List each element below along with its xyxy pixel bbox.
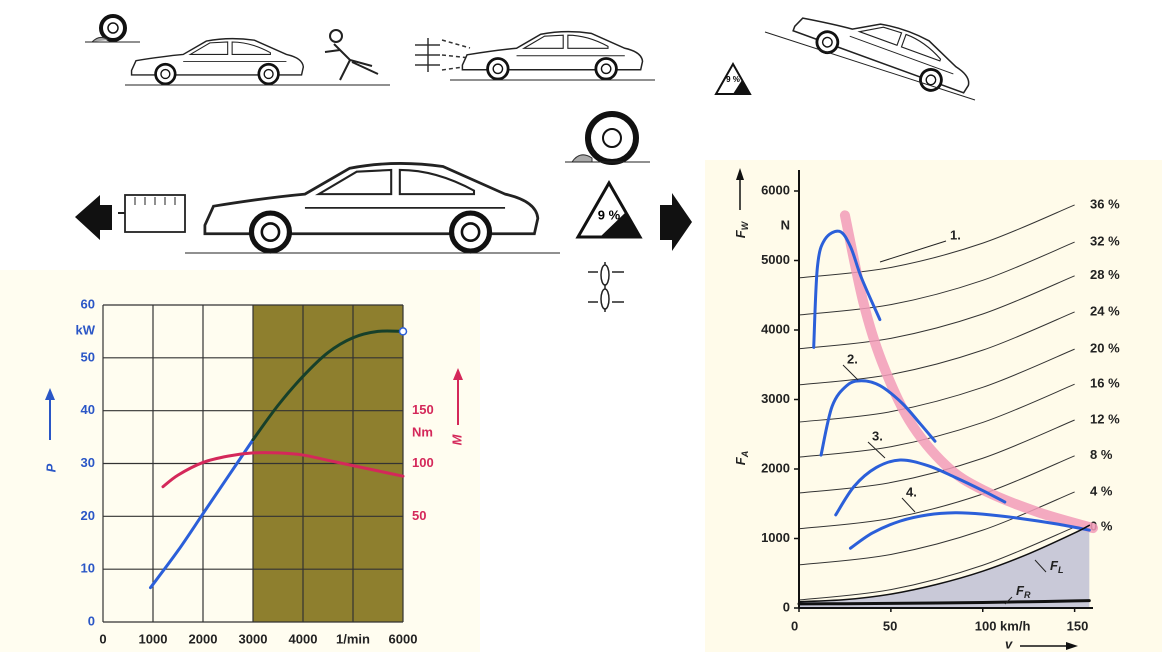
x-tick-label: 0 — [99, 631, 106, 646]
y2-unit: Nm — [412, 424, 433, 439]
y-tick-label: 60 — [81, 296, 95, 311]
y-label-top-sub: W — [740, 220, 750, 230]
person-pushing — [325, 30, 378, 80]
stone — [92, 37, 108, 42]
arrow-left — [75, 195, 112, 240]
grade-label: 28 % — [1090, 267, 1120, 282]
y-tick-label: 6000 — [761, 182, 790, 197]
grade-label: 32 % — [1090, 234, 1120, 249]
grade-label: 12 % — [1090, 411, 1120, 426]
x-tick-label: 0 — [791, 618, 798, 633]
x-tick-label: 1000 — [139, 631, 168, 646]
y2-tick-label: 50 — [412, 508, 426, 523]
series-label: 2. — [847, 351, 858, 366]
y-tick-label: 5000 — [761, 252, 790, 267]
car-rolling — [132, 39, 304, 84]
wheel-icon-hub — [108, 23, 118, 33]
stone — [572, 155, 592, 162]
y-tick-label: 10 — [81, 561, 95, 576]
series-label: 3. — [872, 428, 883, 443]
series-label: 4. — [906, 484, 917, 499]
y-tick-label: 20 — [81, 508, 95, 523]
x-label: v — [1005, 636, 1013, 651]
fan-icon — [588, 262, 624, 312]
y-tick-label: 0 — [88, 613, 95, 628]
y-label-sub: A — [740, 451, 750, 459]
x-tick-label: 3000 — [239, 631, 268, 646]
x-tick-label: 2000 — [189, 631, 218, 646]
series-label-sub: L — [1058, 565, 1064, 575]
figure: 9 % 9 % 010002000300040001/min6000010203… — [0, 0, 1162, 652]
y-tick-label: 2000 — [761, 460, 790, 475]
series-label-sub: R — [1024, 590, 1031, 600]
grade-sign-large-text: 9 % — [598, 207, 621, 222]
y2-label: M — [449, 433, 464, 445]
y-unit: kW — [76, 322, 96, 337]
y-tick-label: 3000 — [761, 391, 790, 406]
end-marker — [400, 328, 407, 335]
grade-label: 24 % — [1090, 303, 1120, 318]
x-tick-label: 1/min — [336, 631, 370, 646]
y-tick-label: 4000 — [761, 321, 790, 336]
y-tick-label: 30 — [81, 455, 95, 470]
x-tick-label: 6000 — [389, 631, 418, 646]
grade-label: 8 % — [1090, 447, 1113, 462]
car-main — [205, 163, 538, 251]
grade-label: 4 % — [1090, 483, 1113, 498]
y2-tick-label: 150 — [412, 402, 434, 417]
x-tick-label: 50 — [883, 618, 897, 633]
y-tick-label: 50 — [81, 349, 95, 364]
y2-tick-label: 100 — [412, 455, 434, 470]
y-label: P — [43, 463, 58, 472]
grade-label: 20 % — [1090, 341, 1120, 356]
x-tick-label: 4000 — [289, 631, 318, 646]
arrow-right — [660, 193, 692, 251]
y-unit: N — [781, 217, 790, 232]
grade-sign-small-text: 9 % — [726, 75, 740, 84]
y-tick-label: 0 — [783, 599, 790, 614]
series-label: 1. — [950, 227, 961, 242]
grade-label: 16 % — [1090, 376, 1120, 391]
wheel-large-hub — [603, 129, 621, 147]
y-tick-label: 40 — [81, 402, 95, 417]
x-tick-label: 150 — [1067, 618, 1089, 633]
x-tick-label: 100 km/h — [975, 618, 1031, 633]
car-air — [462, 32, 642, 79]
car-slope — [790, 0, 979, 102]
grade-label: 36 % — [1090, 196, 1120, 211]
y-tick-label: 1000 — [761, 530, 790, 545]
